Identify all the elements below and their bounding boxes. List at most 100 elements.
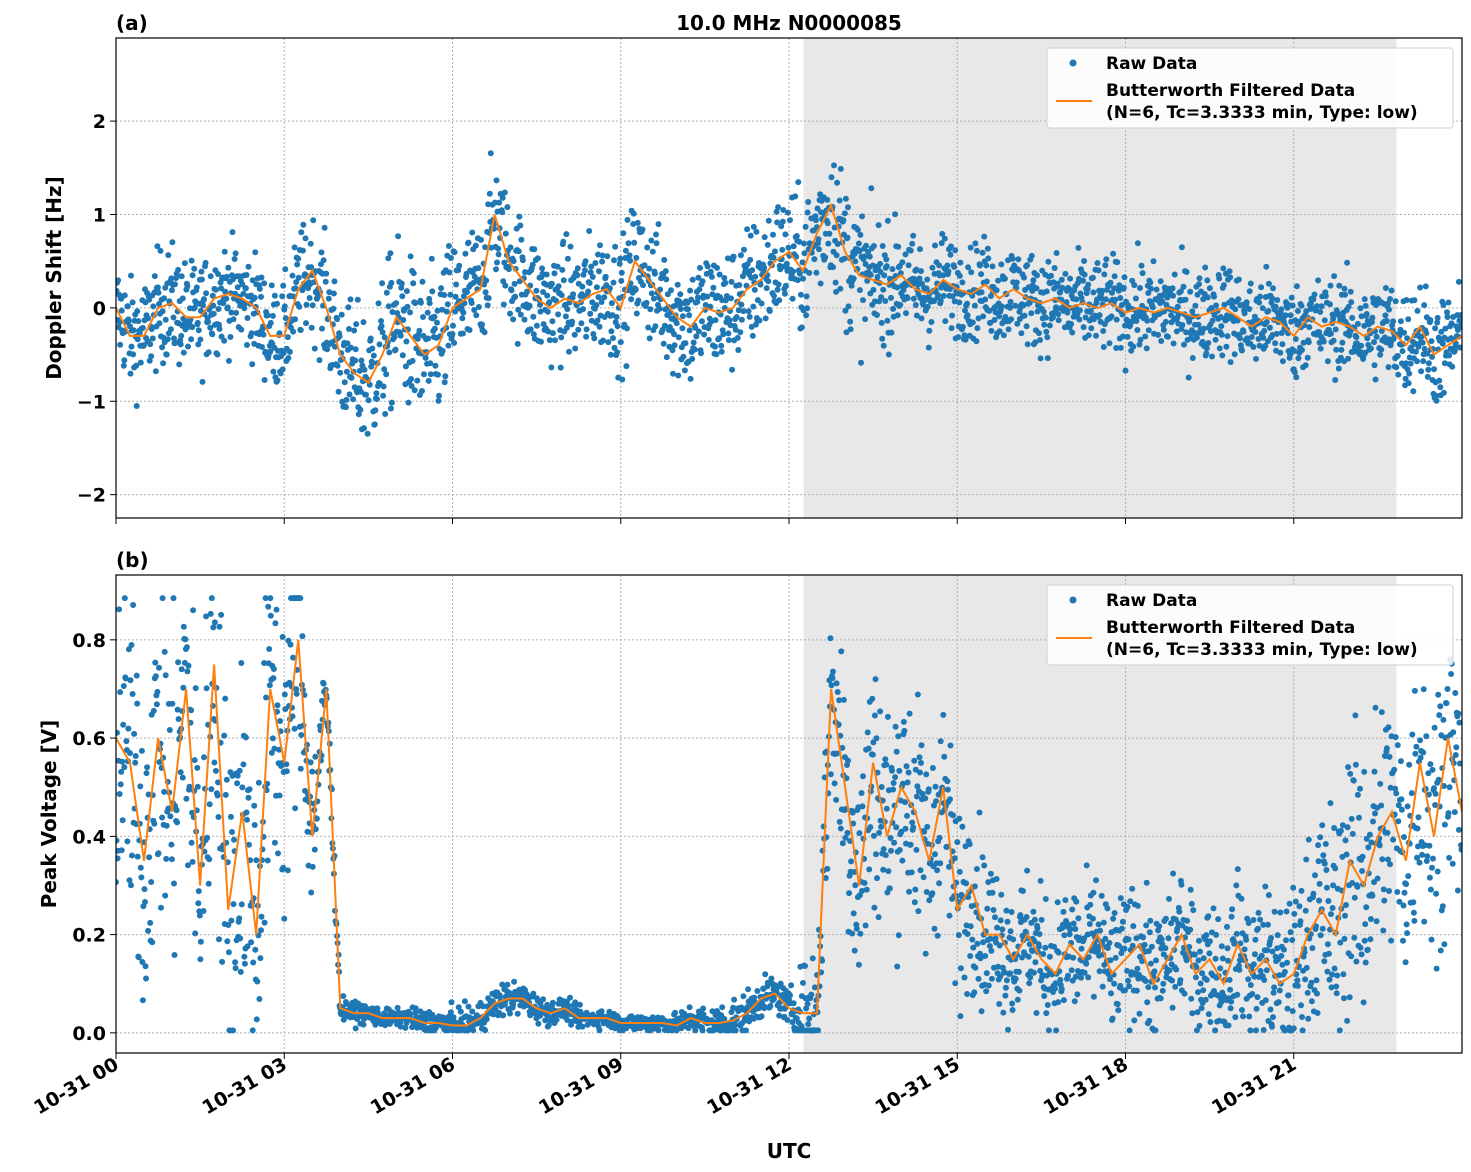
raw-data-point (861, 253, 868, 260)
raw-data-point (624, 216, 631, 223)
raw-data-point (1319, 822, 1326, 829)
raw-data-point (1083, 960, 1090, 967)
raw-data-point (1183, 329, 1190, 336)
raw-data-point (126, 877, 133, 884)
raw-data-point (839, 840, 846, 847)
raw-data-point (1140, 934, 1147, 941)
raw-data-point (1212, 1027, 1219, 1034)
raw-data-point (1279, 358, 1286, 365)
raw-data-point (1196, 937, 1202, 944)
raw-data-point (1306, 324, 1313, 331)
raw-data-point (321, 224, 328, 231)
raw-data-point (1080, 277, 1086, 284)
raw-data-point (159, 344, 166, 351)
raw-data-point (1234, 991, 1241, 998)
raw-data-point (545, 1022, 552, 1029)
raw-data-point (992, 309, 999, 316)
raw-data-point (897, 270, 904, 277)
raw-data-point (408, 376, 415, 382)
raw-data-point (677, 306, 684, 312)
raw-data-point (129, 299, 136, 306)
raw-data-point (1283, 908, 1290, 915)
raw-data-point (1139, 958, 1146, 965)
raw-data-point (545, 328, 552, 335)
raw-data-point (897, 301, 904, 308)
raw-data-point (1239, 1007, 1245, 1013)
raw-data-point (487, 150, 494, 157)
raw-data-point (1189, 1010, 1196, 1017)
raw-data-point (1107, 279, 1114, 286)
raw-data-point (985, 982, 992, 989)
raw-data-point (236, 767, 243, 774)
raw-data-point (1069, 329, 1076, 336)
raw-data-point (298, 229, 305, 236)
raw-data-point (1062, 270, 1069, 277)
raw-data-point (1250, 961, 1257, 968)
raw-data-point (410, 270, 417, 277)
raw-data-point (1101, 271, 1108, 278)
raw-data-point (951, 298, 958, 305)
raw-data-point (733, 314, 740, 321)
raw-data-point (1190, 907, 1197, 914)
raw-data-point (534, 255, 541, 262)
raw-data-point (716, 335, 723, 342)
raw-data-point (243, 272, 250, 278)
raw-data-point (1312, 872, 1318, 879)
raw-data-point (961, 974, 968, 981)
raw-data-point (771, 292, 777, 299)
raw-data-point (419, 278, 426, 285)
raw-data-point (1134, 240, 1141, 247)
raw-data-point (1327, 301, 1333, 308)
raw-data-point (453, 281, 460, 288)
raw-data-point (800, 979, 806, 986)
raw-data-point (1421, 302, 1428, 309)
raw-data-point (870, 739, 877, 746)
raw-data-point (1288, 294, 1295, 301)
raw-data-point (1224, 945, 1231, 952)
raw-data-point (1009, 1000, 1016, 1007)
raw-data-point (117, 689, 124, 696)
raw-data-point (944, 262, 951, 269)
raw-data-point (972, 240, 979, 247)
raw-data-point (1160, 326, 1167, 333)
raw-data-point (1258, 952, 1265, 959)
raw-data-point (785, 209, 791, 216)
raw-data-point (425, 377, 432, 384)
raw-data-point (612, 243, 619, 250)
raw-data-point (1333, 346, 1340, 353)
raw-data-point (879, 243, 886, 249)
raw-data-point (1195, 957, 1202, 964)
raw-data-point (348, 374, 355, 381)
raw-data-point (1217, 965, 1224, 972)
raw-data-point (232, 959, 239, 966)
raw-data-point (766, 308, 773, 314)
raw-data-point (922, 950, 929, 957)
raw-data-point (1034, 272, 1040, 279)
raw-data-point (124, 838, 131, 845)
raw-data-point (1183, 269, 1190, 275)
raw-data-point (1220, 282, 1227, 289)
raw-data-point (1246, 288, 1253, 295)
raw-data-point (177, 769, 184, 776)
raw-data-point (589, 273, 596, 280)
raw-data-point (693, 333, 700, 340)
raw-data-point (493, 177, 500, 184)
raw-data-point (903, 310, 909, 317)
raw-data-point (150, 303, 157, 310)
raw-data-point (135, 954, 142, 961)
raw-data-point (620, 230, 627, 237)
raw-data-point (804, 209, 811, 216)
raw-data-point (610, 335, 616, 342)
raw-data-point (569, 318, 576, 325)
raw-data-point (173, 275, 180, 281)
raw-data-point (1133, 935, 1140, 942)
raw-data-point (993, 876, 1000, 882)
raw-data-point (1252, 936, 1259, 943)
raw-data-point (1188, 900, 1195, 907)
raw-data-point (994, 924, 1001, 931)
raw-data-point (1296, 903, 1303, 910)
raw-data-point (1050, 314, 1056, 321)
raw-data-point (1095, 947, 1102, 954)
raw-data-point (1115, 287, 1122, 294)
raw-data-point (779, 246, 786, 253)
